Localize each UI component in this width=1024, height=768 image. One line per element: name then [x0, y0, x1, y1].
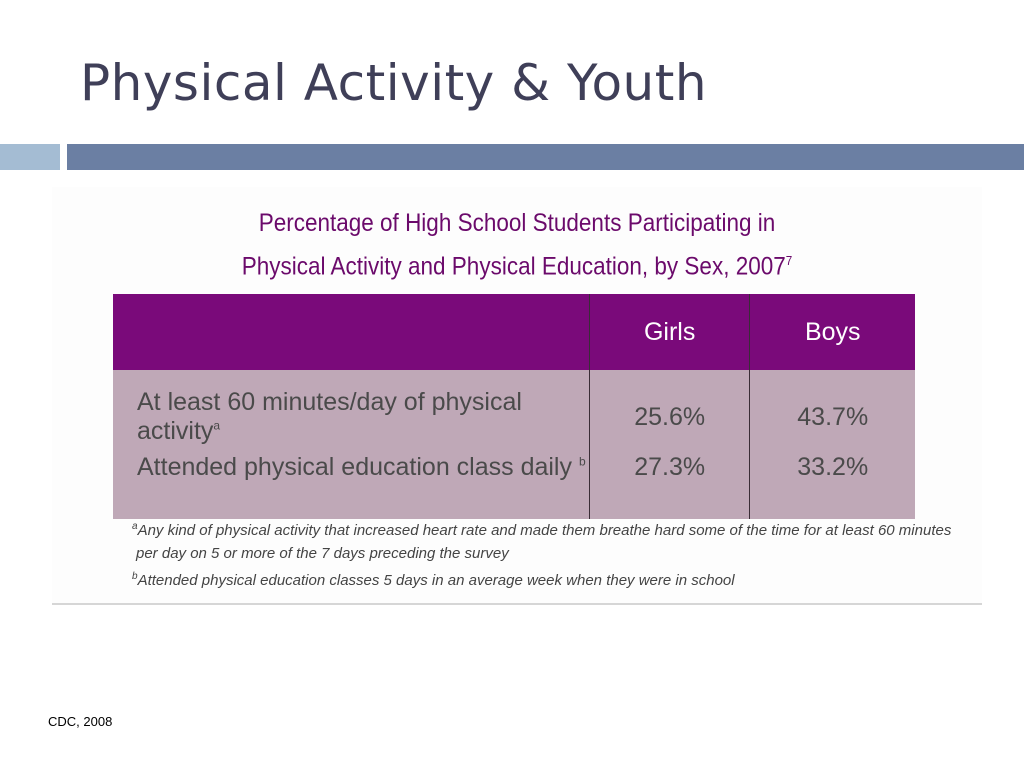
footnotes: aAny kind of physical activity that incr… [132, 515, 952, 592]
title-accent-bar-dark [67, 144, 1024, 170]
row-footnote-marker: a [213, 418, 221, 433]
row-label: At least 60 minutes/day of physical acti… [113, 370, 590, 447]
footnote-a-continued: per day on 5 or more of the 7 days prece… [132, 542, 952, 565]
table-row: At least 60 minutes/day of physical acti… [113, 370, 915, 447]
row-label-text: Attended physical education class daily [137, 453, 572, 481]
table-header-row: Girls Boys [113, 294, 915, 370]
header-cell-label [113, 294, 590, 370]
row-label: Attended physical education class daily … [113, 447, 590, 519]
source-citation: CDC, 2008 [48, 714, 113, 729]
table-row: Attended physical education class daily … [113, 447, 915, 519]
cell-boys: 43.7% [749, 370, 915, 447]
figure-title-reference: 7 [785, 253, 793, 268]
header-cell-girls: Girls [588, 294, 750, 370]
footnote-b: bAttended physical education classes 5 d… [132, 565, 952, 592]
header-cell-boys: Boys [749, 294, 915, 370]
footnote-marker: a [132, 521, 138, 532]
slide-title: Physical Activity & Youth [80, 54, 708, 112]
footnote-text: Attended physical education classes 5 da… [137, 572, 735, 589]
figure-title-line-2-text: Physical Activity and Physical Education… [241, 252, 786, 281]
footnote-text: per day on 5 or more of the 7 days prece… [136, 545, 509, 562]
figure-panel: Percentage of High School Students Parti… [52, 187, 982, 605]
footnote-marker: b [132, 571, 138, 582]
figure-title-line-2: Physical Activity and Physical Education… [99, 243, 936, 284]
cell-girls: 25.6% [588, 370, 750, 447]
footnote-text: Any kind of physical activity that incre… [137, 522, 952, 539]
cell-girls: 27.3% [588, 447, 750, 519]
cell-boys: 33.2% [749, 447, 915, 519]
figure-title-line-1: Percentage of High School Students Parti… [258, 209, 776, 237]
title-accent-bar-light [0, 144, 60, 170]
row-footnote-marker: b [578, 454, 586, 469]
row-label-text: At least 60 minutes/day of physical acti… [137, 388, 522, 445]
stats-table: Girls Boys At least 60 minutes/day of ph… [113, 294, 915, 519]
footnote-a: aAny kind of physical activity that incr… [132, 515, 952, 542]
